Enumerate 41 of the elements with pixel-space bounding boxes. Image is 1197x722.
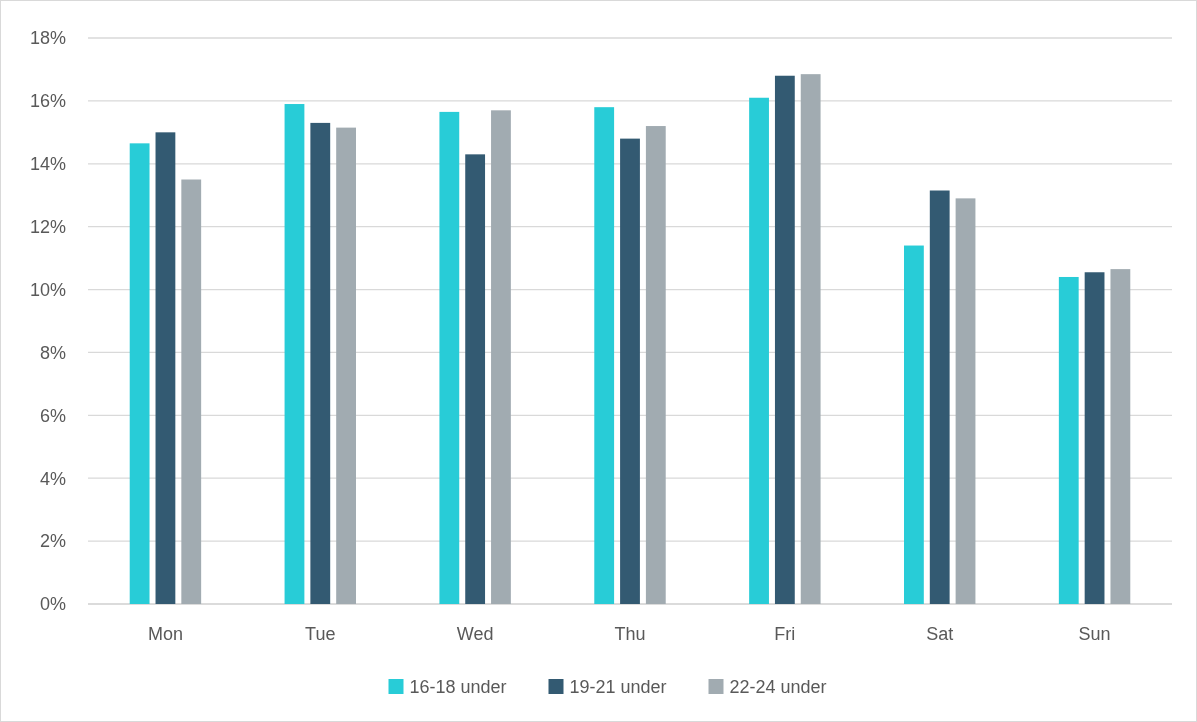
bar [929,190,950,604]
x-tick-label: Sun [1078,624,1111,644]
y-tick-label: 2% [39,531,66,552]
legend-label: 16-18 under [409,677,507,698]
y-tick-label: 10% [29,279,66,300]
bar [594,107,615,604]
bar [955,198,976,604]
bar [645,126,666,604]
y-tick-label: 16% [29,91,66,112]
bar [774,75,795,604]
bar [1058,276,1079,604]
y-tick-label: 6% [39,405,66,426]
y-tick-label: 0% [39,594,66,615]
y-tick-label: 14% [29,154,66,175]
y-tick-label: 8% [39,342,66,363]
bar [1084,272,1105,604]
bar [465,154,486,604]
bar [155,132,176,604]
bar [284,104,305,604]
bar [336,127,356,604]
y-tick-label: 18% [29,28,66,49]
bar [620,138,640,604]
bar [800,74,821,604]
y-tick-label: 4% [39,468,66,489]
x-tick-label: Sat [926,624,954,644]
bar [1110,269,1131,604]
y-tick-label: 12% [29,216,66,237]
bar [439,111,460,604]
bar [181,179,202,604]
bar [310,122,331,604]
legend-label: 19-21 under [569,677,667,698]
x-tick-label: Wed [456,624,494,644]
x-tick-label: Tue [305,624,336,644]
bar [491,110,511,604]
x-tick-label: Mon [147,624,183,644]
bar [749,97,769,604]
legend-label: 22-24 under [729,677,827,698]
x-tick-label: Fri [774,624,796,644]
x-tick-label: Thu [614,624,646,644]
bar [129,143,150,604]
bar [904,245,924,604]
